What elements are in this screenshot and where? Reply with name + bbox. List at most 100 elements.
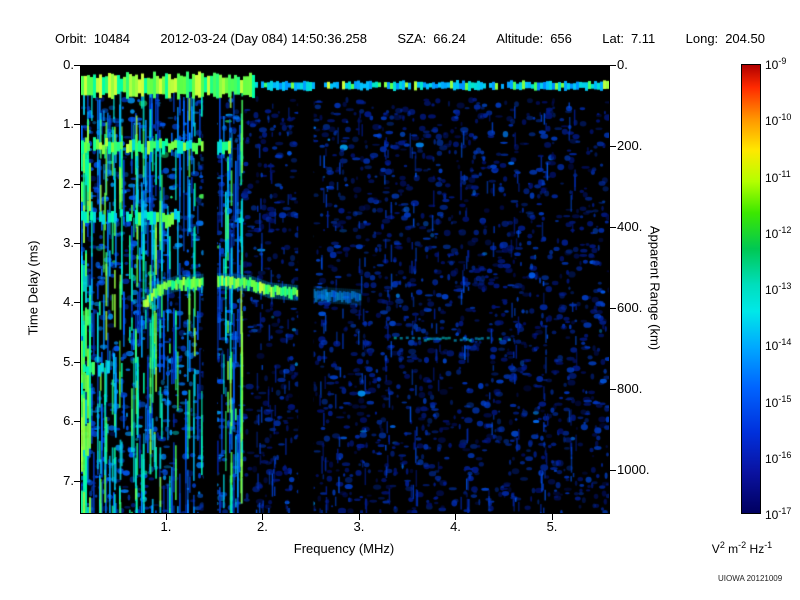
x-tick-mark (552, 514, 553, 520)
x-tick-label: 5. (546, 519, 558, 534)
y-left-tick-mark (74, 361, 80, 363)
header-field-label: Altitude: (496, 31, 544, 46)
colorbar-tick-label: 10-12 (765, 225, 791, 241)
header-field-label: Orbit: (55, 31, 87, 46)
colorbar-tick-exponent: -14 (778, 337, 792, 348)
colorbar-tick-base: 10 (765, 451, 779, 466)
x-tick-label: 4. (450, 519, 461, 534)
y-left-tick-mark (74, 65, 80, 66)
y-axis-right-title: Apparent Range (km) (647, 225, 663, 351)
header-field-label: Long: (685, 31, 719, 46)
y-left-tick-mark (74, 183, 80, 185)
y-right-tick-label: 600. (617, 299, 643, 315)
header-field-label: Lat: (602, 31, 624, 46)
y-right-tick-mark (610, 65, 616, 66)
header-bar: Orbit: 10484 2012-03-24 (Day 084) 14:50:36… (55, 31, 765, 46)
spectrogram-canvas (81, 66, 609, 513)
colorbar-tick-base: 10 (765, 170, 779, 185)
colorbar-tick-exponent: -9 (778, 56, 787, 66)
y-left-tick-label: 0. (63, 57, 74, 72)
colorbar-tick-exponent: -11 (778, 168, 791, 179)
x-tick-mark (262, 514, 264, 520)
header-field-value: 204.50 (725, 31, 765, 46)
y-left-tick-mark (74, 480, 80, 482)
y-right-tick-label: 200. (617, 137, 643, 153)
colorbar-tick-exponent: -12 (778, 224, 792, 235)
header-field-4: Lat: 7.11 (602, 31, 655, 46)
y-left-tick-mark (74, 302, 80, 304)
x-tick-label: 1. (160, 519, 172, 534)
colorbar-tick-exponent: -10 (778, 112, 792, 123)
colorbar-tick-exponent: -16 (778, 449, 792, 460)
x-tick-mark (165, 514, 167, 520)
unit-text: m (724, 542, 739, 556)
header-field-1: 2012-03-24 (Day 084) 14:50:36.258 (160, 31, 367, 46)
y-right-tick-mark (610, 469, 616, 471)
unit-exponent: -1 (764, 540, 773, 550)
y-left-tick-label: 3. (63, 235, 74, 251)
colorbar-tick-label: 10-10 (765, 112, 791, 128)
colorbar-tick-exponent: -17 (778, 506, 792, 516)
colorbar-tick-label: 10-13 (765, 281, 791, 297)
y-axis-left-ticks: 0. 1. 2. 3. 4. 5. 6. 7. (46, 57, 74, 512)
y-left-tick-label: 2. (63, 175, 74, 191)
y-right-tick-mark (610, 307, 616, 309)
unit-text: Hz (746, 542, 765, 556)
x-tick-mark (358, 514, 360, 520)
x-axis-ticks: 1. 2. 3. 4. 5. (80, 519, 608, 535)
colorbar-ticks: 10-9 10-10 10-11 10-12 10-13 10-14 10-15 10-16 1… (765, 56, 800, 524)
header-field-0: Orbit: 10484 (55, 31, 130, 46)
colorbar-tick-label: 10-11 (765, 169, 791, 185)
y-left-tick-mark (74, 421, 80, 423)
x-tick-label: 3. (353, 519, 365, 534)
x-axis-title: Frequency (MHz) (293, 541, 395, 556)
unit-text: V (711, 542, 720, 556)
y-axis-left-title: Time Delay (ms) (25, 240, 41, 336)
colorbar-tick-base: 10 (765, 395, 779, 410)
y-right-tick-mark (610, 226, 616, 228)
colorbar-tick-exponent: -15 (778, 393, 792, 404)
spectrogram-plot (80, 65, 610, 514)
y-left-tick-label: 5. (63, 353, 74, 369)
colorbar-tick-label: 10-17 (765, 506, 791, 522)
colorbar-tick-label: 10-14 (765, 337, 791, 353)
colorbar-unit-label: V2 m-2 Hz-1 (686, 540, 798, 556)
watermark: UIOWA 20121009 (718, 574, 783, 583)
x-tick-mark (455, 514, 457, 520)
y-left-tick-mark (74, 124, 80, 126)
y-right-tick-label: 800. (617, 380, 643, 396)
colorbar-tick-label: 10-9 (765, 56, 786, 72)
header-field-value: 7.11 (630, 31, 656, 46)
y-left-tick-label: 6. (63, 413, 74, 429)
header-field-value: 656 (550, 31, 572, 46)
y-right-tick-mark (610, 145, 616, 147)
header-field-3: Altitude: 656 (496, 31, 572, 46)
unit-exponent: 2 (719, 540, 725, 550)
y-right-tick-label: 0. (617, 57, 628, 72)
colorbar-tick-base: 10 (765, 226, 779, 241)
colorbar-tick-base: 10 (765, 339, 779, 354)
y-right-tick-label: 1000. (617, 461, 650, 477)
header-field-value: 2012-03-24 (Day 084) 14:50:36.258 (160, 31, 368, 46)
colorbar-tick-base: 10 (765, 283, 779, 297)
colorbar-tick-exponent: -13 (778, 281, 792, 291)
colorbar-tick-label: 10-16 (765, 450, 791, 466)
colorbar-tick-base: 10 (765, 58, 779, 72)
colorbar-gradient (741, 64, 761, 514)
y-right-tick-label: 400. (617, 218, 643, 234)
y-right-tick-mark (610, 388, 616, 390)
header-field-2: SZA: 66.24 (397, 31, 465, 46)
y-left-tick-label: 4. (63, 294, 74, 310)
colorbar-tick-label: 10-15 (765, 394, 791, 410)
y-left-tick-label: 7. (63, 472, 74, 488)
header-field-5: Long: 204.50 (686, 31, 765, 46)
header-field-value: 66.24 (433, 31, 466, 46)
header-field-label: SZA: (397, 31, 427, 46)
y-left-tick-label: 1. (63, 116, 74, 132)
y-axis-right-ticks: 0. 200. 400. 600. 800. 1000. (613, 57, 661, 512)
y-left-tick-mark (74, 243, 80, 245)
header-field-value: 10484 (93, 31, 130, 46)
colorbar-tick-base: 10 (765, 114, 779, 129)
colorbar-tick-base: 10 (765, 508, 779, 522)
